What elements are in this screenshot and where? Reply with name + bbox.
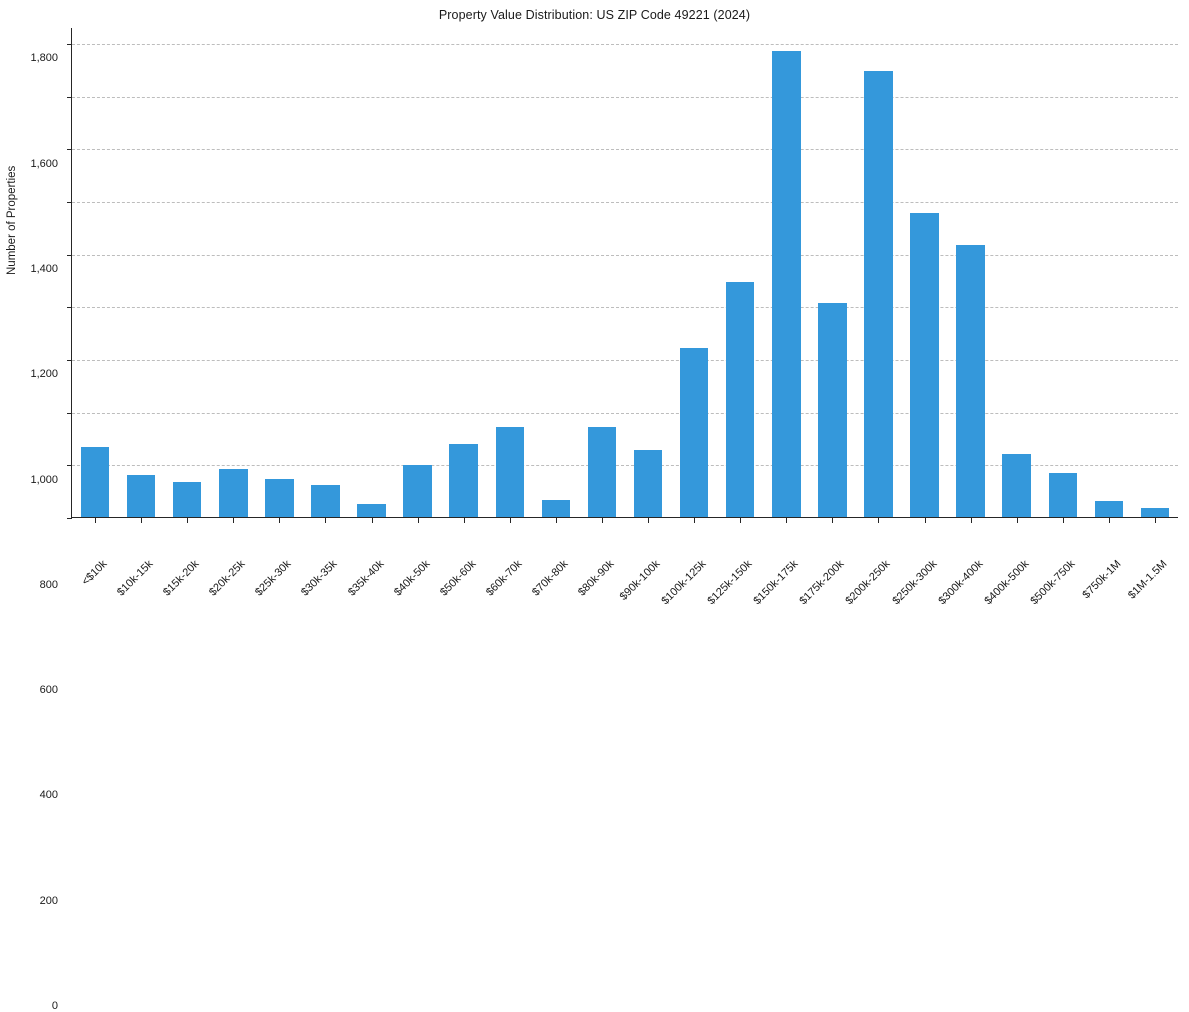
x-axis-tick [509,518,511,523]
gridline [72,44,1178,46]
chart-title: Property Value Distribution: US ZIP Code… [438,8,751,22]
x-axis-tick [1016,518,1018,523]
y-axis-tick: 600 [40,360,72,696]
y-axis-tick: 1,200 [30,202,72,380]
y-axis-tick: 1,400 [30,149,72,275]
bar[interactable] [1094,500,1124,518]
x-axis-tick [555,518,557,523]
x-axis-tick [970,518,972,523]
bar[interactable] [172,481,202,518]
gridline [72,360,1178,362]
x-axis-tick [878,518,880,523]
bar[interactable] [956,244,985,518]
y-axis-tick-label: 200 [39,894,58,907]
x-axis-line [71,517,1178,518]
x-axis-tick [924,518,926,523]
x-axis-tick [325,518,327,523]
axes: 0 200 400 600 800 1,000 1,200 1,400 1,600 1,800 [30,28,1178,1012]
plot-area: 0 200 400 600 800 1,000 1,200 1,400 1,600 1,800 <… [30,28,1178,1012]
bar[interactable] [1048,472,1078,518]
bar[interactable] [80,446,110,518]
x-axis-tick [141,518,143,523]
bar[interactable] [495,427,525,518]
y-axis-title: Number of Properties [6,165,18,275]
bar[interactable] [541,499,571,518]
x-axis-tick [233,518,235,523]
bar[interactable] [1140,508,1170,518]
y-axis-tick: 400 [40,412,72,801]
bar[interactable] [219,468,248,518]
x-axis-tick [832,518,834,523]
x-axis-tick [786,518,788,523]
gridline [72,254,1178,256]
gridline [72,412,1178,414]
y-axis-tick-label: 1,800 [30,52,58,65]
gridline [72,307,1178,309]
x-axis-tick [279,518,281,523]
bar[interactable] [357,504,386,518]
y-axis-tick-label: 400 [39,789,58,802]
x-axis-tick [694,518,696,523]
x-axis-tick [1108,518,1110,523]
x-axis-tick [648,518,650,523]
y-axis-tick: 1,800 [30,44,72,64]
x-axis-tick [601,518,603,523]
bar[interactable] [403,465,432,518]
gridline [72,465,1178,467]
x-axis-tick [1154,518,1156,523]
y-axis-tick-label: 800 [39,578,58,591]
bar[interactable] [449,444,478,518]
bar[interactable] [864,71,893,518]
x-axis-tick [417,518,419,523]
gridlines [72,31,1178,518]
y-axis-line [71,28,72,518]
y-axis-tick-label: 1,000 [30,473,58,486]
bar[interactable] [311,484,340,518]
bar[interactable] [587,427,617,518]
y-axis-tick-label: 1,200 [30,368,58,381]
y-axis-tick-label: 0 [51,1000,58,1012]
bar[interactable] [679,348,709,518]
y-axis-tick: 1,000 [30,254,72,486]
bar[interactable] [265,479,294,518]
x-axis-tick [740,518,742,523]
x-axis-tick [371,518,373,523]
y-axis-tick: 800 [40,307,72,591]
gridline [72,96,1178,98]
bar[interactable] [910,213,939,518]
bar-series [72,31,1178,518]
y-axis-tick: 0 [52,518,72,1012]
x-axis-tick [1062,518,1064,523]
y-axis-tick: 1,600 [30,96,72,170]
y-axis-tick-label: 1,600 [30,157,58,170]
bar[interactable] [126,474,156,518]
bar[interactable] [818,303,847,518]
y-axis-tick: 200 [40,465,72,907]
bar[interactable] [1002,453,1031,518]
bar[interactable] [725,282,755,518]
y-axis-tick-label: 1,400 [30,262,58,275]
x-axis-tick [95,518,97,523]
chart-figure: Property Value Distribution: US ZIP Code… [6,8,1178,1012]
bar[interactable] [772,50,801,518]
bar[interactable] [633,450,663,518]
gridline [72,149,1178,151]
gridline [72,202,1178,204]
x-axis-tick [463,518,465,523]
x-axis-tick [187,518,189,523]
